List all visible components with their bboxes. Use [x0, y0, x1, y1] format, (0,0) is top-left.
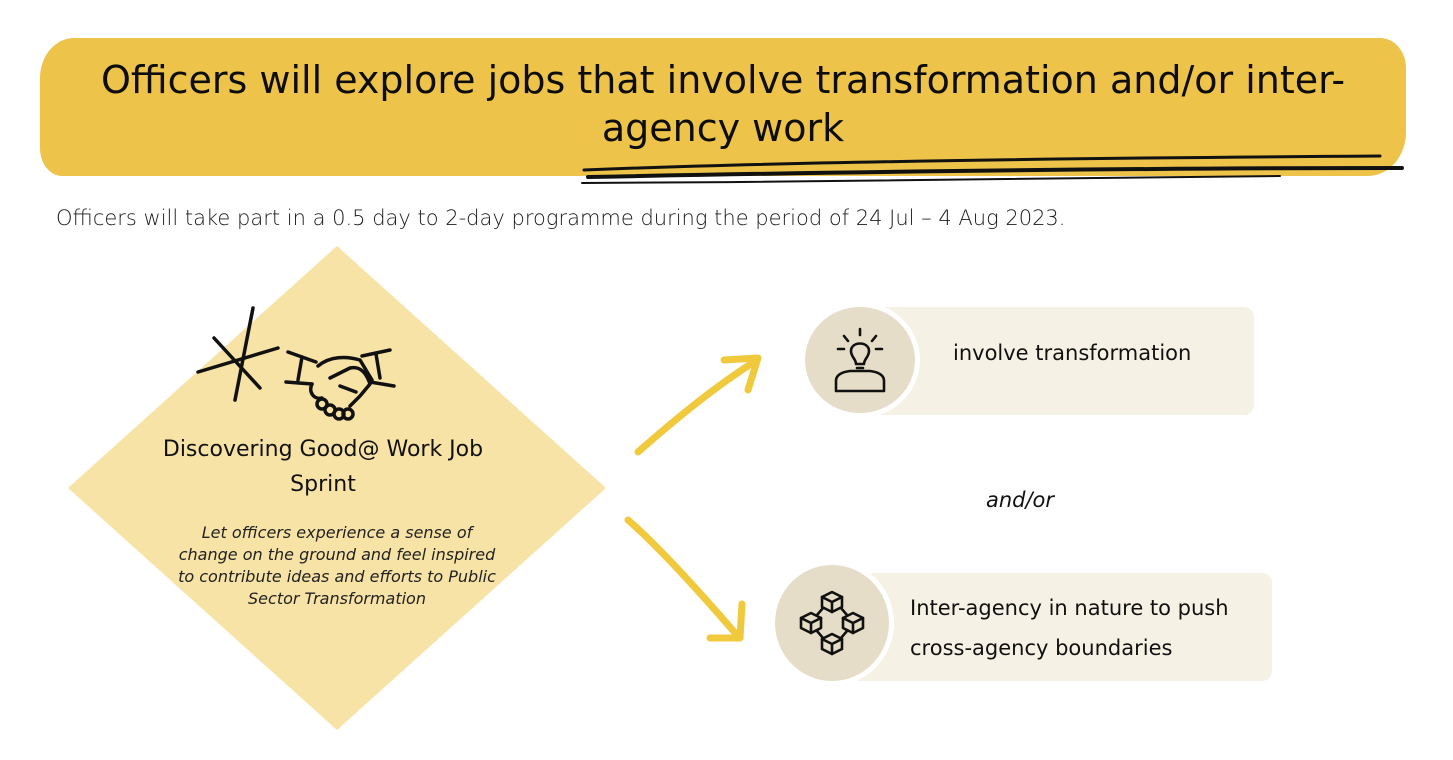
- and-or-connector: and/or: [985, 488, 1055, 512]
- title-banner: [40, 38, 1406, 176]
- option-inter-agency-icon-circle: [770, 560, 894, 686]
- sprint-title: Discovering Good@ Work Job Sprint: [162, 437, 484, 497]
- programme-period-text: Officers will take part in a 0.5 day to …: [56, 206, 1066, 230]
- arrow-down-right: [624, 516, 746, 642]
- option-transformation-card: [858, 307, 1254, 415]
- option-transformation-label: involve transformation: [953, 341, 1192, 365]
- sprint-description: Let officers experience a sense of chang…: [178, 523, 496, 608]
- option-transformation-icon-circle: [800, 302, 920, 418]
- page-title: Officers will explore jobs that involve …: [100, 58, 1346, 150]
- lightbulb-person-icon: [834, 327, 886, 393]
- brush-underline: [581, 154, 1404, 184]
- option-inter-agency-card: [850, 573, 1272, 681]
- option-inter-agency-label: Inter-agency in nature to push cross-age…: [910, 596, 1229, 660]
- handshake-icon: [196, 306, 396, 421]
- arrow-up-right: [634, 354, 762, 456]
- network-cubes-icon: [799, 590, 865, 656]
